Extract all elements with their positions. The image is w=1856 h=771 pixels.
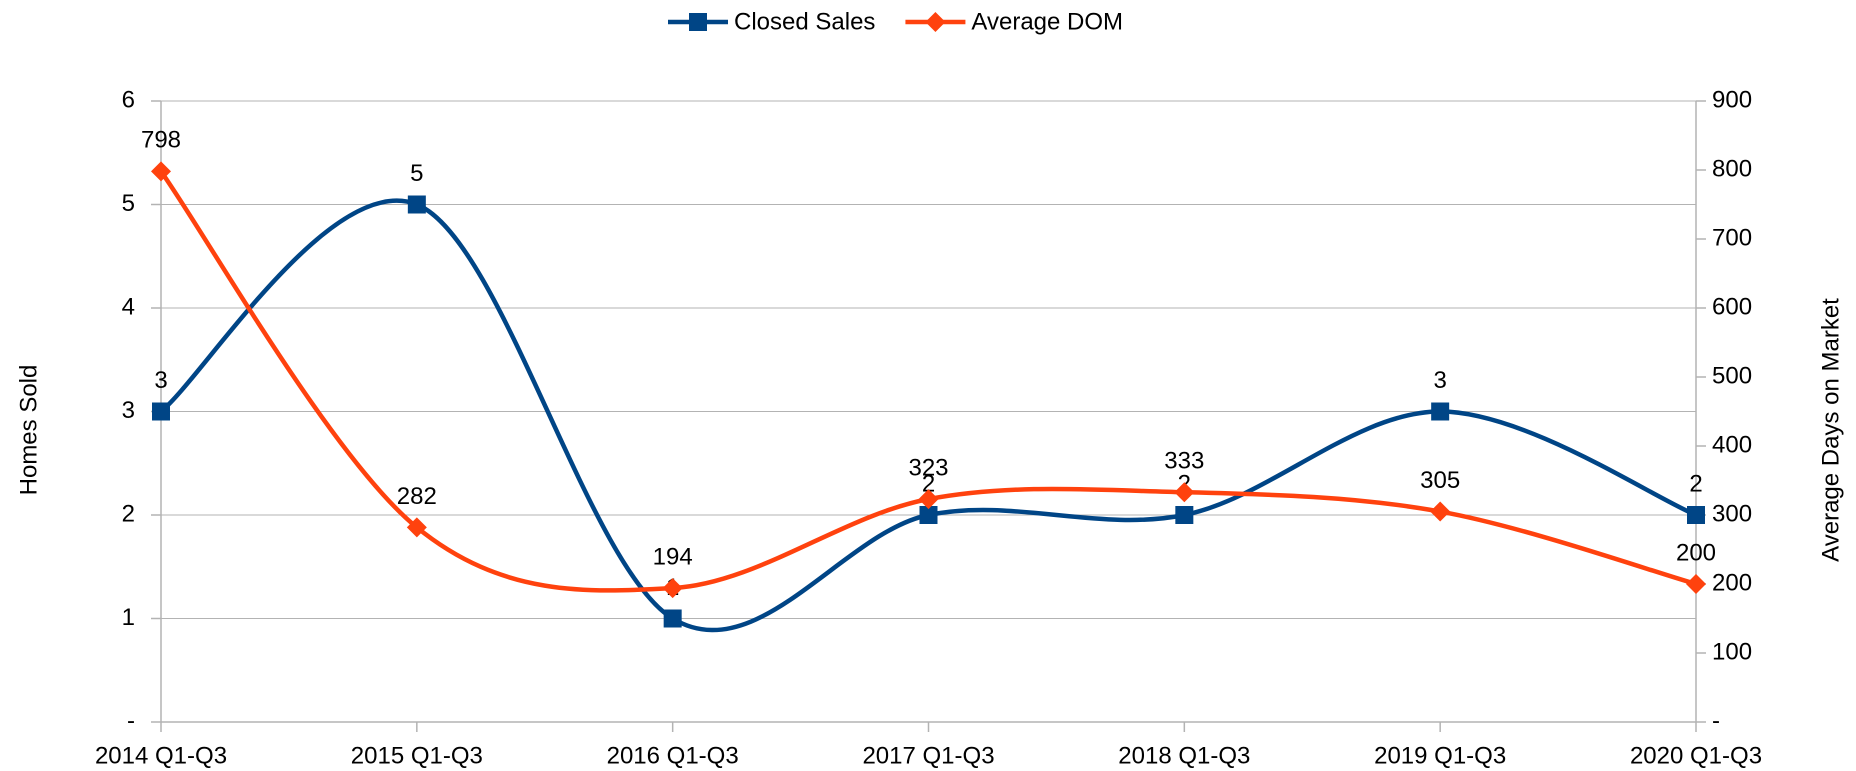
x-tick-label: 2018 Q1-Q3	[1118, 742, 1250, 769]
data-label: 282	[397, 483, 437, 510]
y-tick-label: -	[127, 707, 135, 734]
legend-marker	[689, 13, 707, 31]
data-label: 305	[1420, 467, 1460, 494]
y-tick-label: 3	[122, 397, 135, 424]
data-point	[663, 609, 682, 628]
data-label: 194	[653, 543, 693, 570]
data-label: 2	[1689, 470, 1702, 497]
data-label: 2	[922, 470, 935, 497]
x-tick-label: 2014 Q1-Q3	[95, 742, 227, 769]
y-tick-label: 6	[122, 86, 135, 113]
y2-tick-label: 100	[1712, 638, 1752, 665]
data-label: 5	[410, 160, 423, 187]
y2-tick-label: -	[1712, 707, 1720, 734]
data-point	[662, 578, 683, 599]
y2-axis-label: Average Days on Market	[1817, 298, 1844, 562]
x-tick-label: 2017 Q1-Q3	[862, 742, 994, 769]
data-point	[151, 161, 171, 182]
data-label: 3	[1433, 367, 1446, 394]
data-point	[1175, 506, 1194, 524]
data-label: 3	[154, 367, 167, 394]
data-label: 333	[1164, 448, 1204, 475]
data-point	[918, 489, 939, 510]
data-point	[919, 506, 938, 524]
y-tick-label: 5	[122, 190, 135, 217]
series-line	[159, 170, 1697, 593]
y2-tick-label: 600	[1712, 293, 1752, 320]
y2-tick-label: 900	[1712, 86, 1752, 113]
data-point	[1686, 574, 1706, 594]
y2-tick-label: 200	[1712, 569, 1752, 596]
y-tick-label: 4	[122, 293, 135, 320]
data-point	[407, 195, 426, 214]
data-point	[152, 402, 170, 421]
x-tick-label: 2016 Q1-Q3	[607, 742, 739, 769]
legend-marker	[925, 12, 946, 32]
data-label: 323	[908, 454, 948, 481]
data-point	[406, 517, 427, 538]
data-label: 798	[141, 127, 181, 154]
y2-tick-label: 700	[1712, 224, 1752, 251]
data-point	[1687, 506, 1705, 524]
x-tick-label: 2020 Q1-Q3	[1630, 742, 1762, 769]
legend-label: Closed Sales	[734, 8, 875, 35]
y-tick-label: 2	[122, 500, 135, 527]
x-tick-label: 2019 Q1-Q3	[1374, 742, 1506, 769]
data-point	[1430, 501, 1451, 522]
y-axis-label: Homes Sold	[15, 365, 42, 496]
data-point	[1174, 482, 1195, 503]
legend-label: Average DOM	[971, 8, 1123, 35]
y2-tick-label: 300	[1712, 500, 1752, 527]
data-point	[1431, 402, 1450, 421]
y2-tick-label: 400	[1712, 431, 1752, 458]
y-tick-label: 1	[122, 604, 135, 631]
series-line	[159, 198, 1697, 633]
data-label: 200	[1676, 539, 1716, 566]
x-tick-label: 2015 Q1-Q3	[351, 742, 483, 769]
y2-tick-label: 800	[1712, 155, 1752, 182]
y2-tick-label: 500	[1712, 362, 1752, 389]
